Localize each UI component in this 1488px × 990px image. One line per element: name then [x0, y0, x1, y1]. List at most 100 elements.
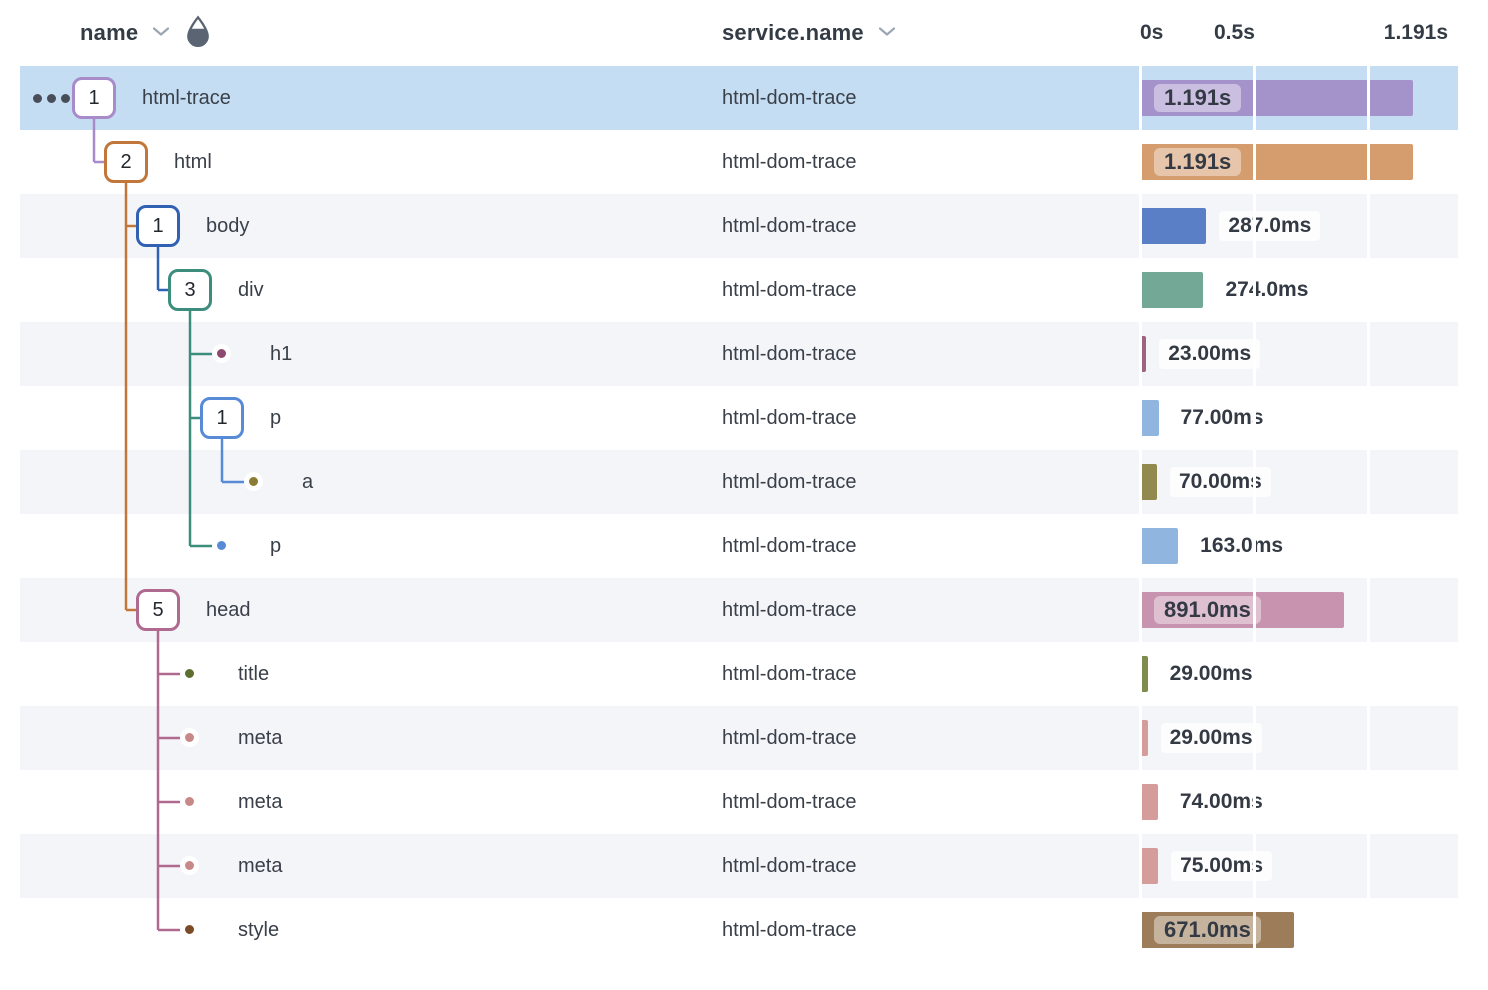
child-count-badge[interactable]: 2	[104, 141, 148, 183]
axis-tick-start: 0s	[1140, 21, 1164, 44]
duration-label: 287.0ms	[1219, 211, 1321, 241]
child-count-badge[interactable]: 1	[136, 205, 180, 247]
axis-tick-mid: 0.5s	[1214, 21, 1255, 44]
trace-row[interactable]: 5 head html-dom-trace 891.0ms	[20, 578, 1458, 642]
duration-label: 70.00ms	[1169, 467, 1271, 497]
duration-bar[interactable]: 1.191s	[1141, 144, 1413, 180]
gridline-1s	[1367, 514, 1370, 578]
service-name: html-dom-trace	[722, 470, 857, 493]
service-column-label: service.name	[722, 20, 864, 45]
duration-bar[interactable]	[1141, 784, 1158, 820]
duration-bar[interactable]	[1141, 848, 1159, 884]
gridline-1s	[1367, 834, 1370, 898]
service-column-header[interactable]: service.name	[722, 0, 896, 66]
duration-label: 29.00ms	[1160, 659, 1262, 689]
gridline-1s	[1367, 578, 1370, 642]
service-name: html-dom-trace	[722, 662, 857, 685]
trace-row[interactable]: 2 html html-dom-trace 1.191s	[20, 130, 1458, 194]
duration-bar[interactable]	[1141, 272, 1204, 308]
duration-bar[interactable]	[1141, 528, 1179, 564]
table-header: name service.name 0s 0.5s 1.191s	[0, 0, 1488, 66]
duration-label: 891.0ms	[1154, 596, 1261, 624]
collapse-dots-icon[interactable]	[33, 66, 70, 130]
gridline-1s	[1367, 706, 1370, 770]
name-column-label: name	[80, 20, 139, 45]
span-name: meta	[238, 726, 283, 749]
gridline-1s	[1367, 898, 1370, 962]
gridline-1s	[1367, 386, 1370, 450]
service-name: html-dom-trace	[722, 406, 857, 429]
service-name: html-dom-trace	[722, 150, 857, 173]
duration-label: 274.0ms	[1216, 275, 1318, 305]
leaf-dot-icon	[180, 792, 199, 811]
trace-row[interactable]: meta html-dom-trace 29.00ms	[20, 706, 1458, 770]
service-name: html-dom-trace	[722, 86, 857, 109]
span-name: title	[238, 662, 270, 685]
name-column-header[interactable]: name	[80, 0, 212, 66]
duration-label: 74.00ms	[1170, 787, 1272, 817]
service-name: html-dom-trace	[722, 790, 857, 813]
span-name: html	[174, 150, 212, 173]
trace-row[interactable]: 3 div html-dom-trace 274.0ms	[20, 258, 1458, 322]
leaf-dot-icon	[180, 728, 199, 747]
chevron-down-icon[interactable]	[878, 24, 896, 42]
child-count-badge[interactable]: 5	[136, 589, 180, 631]
duration-bar[interactable]: 671.0ms	[1141, 912, 1294, 948]
span-name: style	[238, 918, 280, 941]
chevron-down-icon[interactable]	[152, 24, 170, 42]
leaf-dot-icon	[180, 920, 199, 939]
child-count-badge[interactable]: 1	[72, 77, 116, 119]
duration-bar[interactable]	[1141, 720, 1148, 756]
service-name: html-dom-trace	[722, 534, 857, 557]
span-name: div	[238, 278, 264, 301]
duration-bar[interactable]	[1141, 464, 1157, 500]
span-name: h1	[270, 342, 293, 365]
child-count-badge[interactable]: 3	[168, 269, 212, 311]
duration-label: 29.00ms	[1160, 723, 1262, 753]
span-name: p	[270, 534, 282, 557]
service-name: html-dom-trace	[722, 342, 857, 365]
duration-bar[interactable]	[1141, 208, 1207, 244]
duration-label: 23.00ms	[1159, 339, 1261, 369]
duration-label: 163.0ms	[1191, 531, 1293, 561]
trace-row[interactable]: title html-dom-trace 29.00ms	[20, 642, 1458, 706]
duration-label: 1.191s	[1154, 84, 1242, 112]
trace-row[interactable]: style html-dom-trace 671.0ms	[20, 898, 1458, 962]
service-name: html-dom-trace	[722, 918, 857, 941]
axis-tick-end: 1.191s	[1383, 21, 1448, 44]
leaf-dot-icon	[212, 536, 231, 555]
gridline-1s	[1367, 322, 1370, 386]
trace-row[interactable]: meta html-dom-trace 75.00ms	[20, 834, 1458, 898]
trace-row[interactable]: a html-dom-trace 70.00ms	[20, 450, 1458, 514]
leaf-dot-icon	[180, 856, 199, 875]
duration-bar[interactable]	[1141, 656, 1148, 692]
trace-row[interactable]: p html-dom-trace 163.0ms	[20, 514, 1458, 578]
service-name: html-dom-trace	[722, 214, 857, 237]
duration-label: 77.00ms	[1171, 403, 1273, 433]
duration-bar[interactable]	[1141, 336, 1147, 372]
trace-row[interactable]: 1 html-trace html-dom-trace 1.191s	[20, 66, 1458, 130]
trace-row[interactable]: meta html-dom-trace 74.00ms	[20, 770, 1458, 834]
gridline-1s	[1367, 642, 1370, 706]
span-name: meta	[238, 854, 283, 877]
trace-row[interactable]: 1 body html-dom-trace 287.0ms	[20, 194, 1458, 258]
span-name: html-trace	[142, 86, 231, 109]
duration-bar[interactable]	[1141, 400, 1159, 436]
duration-label: 1.191s	[1154, 148, 1242, 176]
leaf-dot-icon	[212, 344, 231, 363]
gridline-1s	[1367, 770, 1370, 834]
service-name: html-dom-trace	[722, 278, 857, 301]
duration-bar[interactable]: 1.191s	[1141, 80, 1413, 116]
leaf-dot-icon	[180, 664, 199, 683]
span-name: a	[302, 470, 314, 493]
trace-rows: 1 html-trace html-dom-trace 1.191s 2 htm…	[0, 66, 1488, 962]
trace-row[interactable]: 1 p html-dom-trace 77.00ms	[20, 386, 1458, 450]
gridline-1s	[1367, 258, 1370, 322]
duration-bar[interactable]: 891.0ms	[1141, 592, 1345, 628]
span-name: body	[206, 214, 250, 237]
trace-row[interactable]: h1 html-dom-trace 23.00ms	[20, 322, 1458, 386]
service-name: html-dom-trace	[722, 854, 857, 877]
water-drop-icon[interactable]	[184, 14, 212, 52]
child-count-badge[interactable]: 1	[200, 397, 244, 439]
span-name: p	[270, 406, 282, 429]
